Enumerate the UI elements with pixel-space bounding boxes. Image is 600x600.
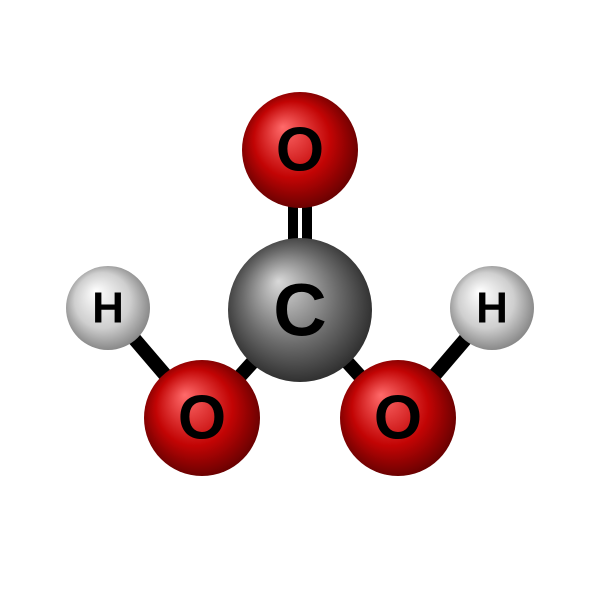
atom-label: O [374,384,422,453]
atom-label: O [178,384,226,453]
molecule-diagram: COOOHH [0,0,600,600]
atom-label: H [92,284,124,333]
atom-label: O [276,116,324,185]
atoms-layer: COOOHH [66,92,534,476]
atom-label: H [476,284,508,333]
atom-label: C [273,269,326,352]
